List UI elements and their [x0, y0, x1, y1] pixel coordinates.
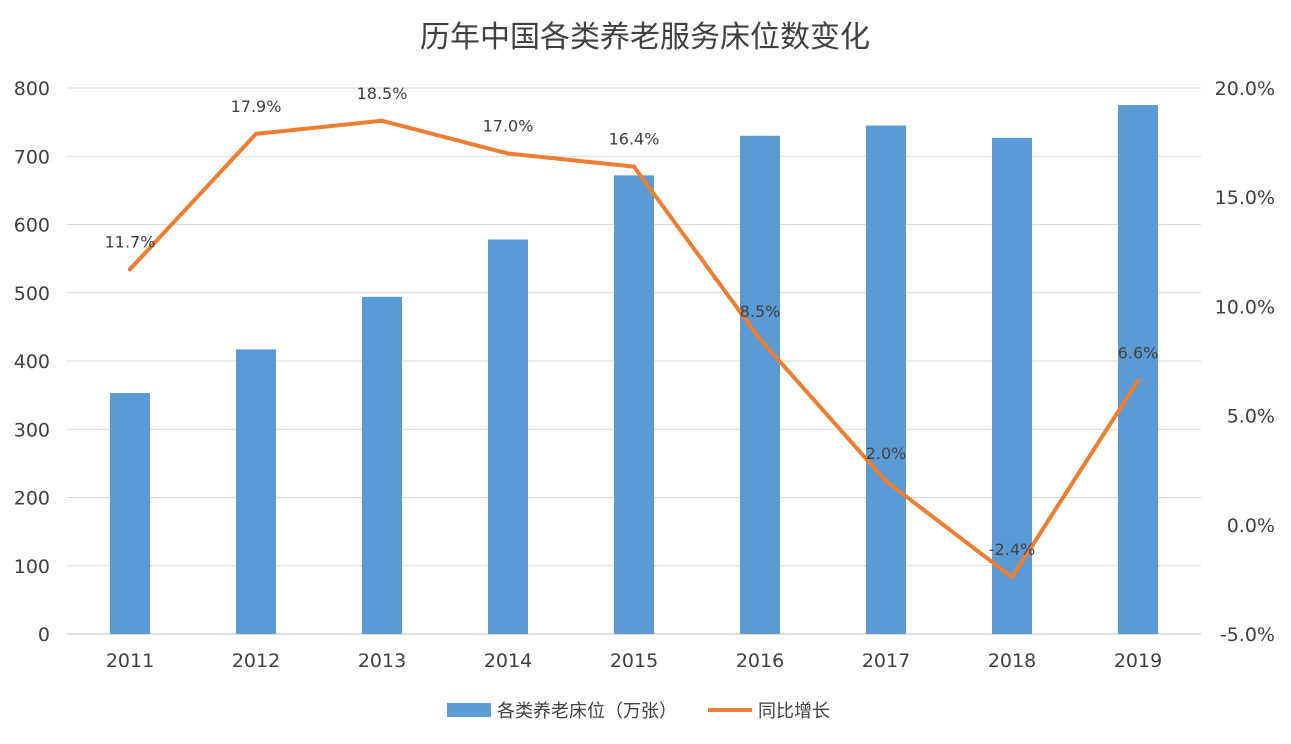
line-point [1136, 378, 1140, 383]
bar-series [110, 105, 1158, 635]
x-tick-label: 2014 [484, 650, 532, 672]
line-point [632, 164, 636, 169]
line-data-label: 2.0% [866, 444, 907, 463]
bar [614, 175, 654, 635]
y-left-tick-label: 500 [14, 283, 50, 305]
y-left-tick-label: 200 [14, 488, 50, 510]
bar [866, 125, 906, 634]
y-left-tick-label: 300 [14, 419, 50, 441]
y-axis-left: 0 100 200 300 400 500 600 700 800 [14, 78, 50, 646]
line-data-label: 8.5% [740, 302, 781, 321]
bar [488, 239, 528, 634]
line-point [758, 337, 762, 342]
y-right-tick-label: 15.0% [1215, 187, 1275, 209]
bar [110, 393, 150, 634]
x-tick-label: 2011 [106, 650, 154, 672]
y-left-tick-label: 0 [38, 624, 50, 646]
bar [236, 349, 276, 634]
x-tick-label: 2013 [358, 650, 406, 672]
x-tick-label: 2015 [610, 650, 658, 672]
data-labels: 11.7% 17.9% 18.5% 17.0% 16.4% 8.5% 2.0% -2.4% 6.… [105, 84, 1159, 559]
line-point [380, 118, 384, 123]
y-left-tick-label: 100 [14, 556, 50, 578]
y-right-tick-label: 0.0% [1227, 515, 1275, 537]
line-point [884, 479, 888, 484]
legend-bar-swatch [447, 703, 491, 717]
line-point [128, 267, 132, 272]
y-left-tick-label: 400 [14, 351, 50, 373]
line-data-label: -2.4% [989, 540, 1035, 559]
x-tick-label: 2018 [988, 650, 1036, 672]
x-tick-label: 2019 [1114, 650, 1162, 672]
line-data-label: 6.6% [1118, 344, 1159, 363]
line-point [254, 131, 258, 136]
legend: 各类养老床位（万张） 同比增长 [447, 701, 830, 722]
y-right-tick-label: -5.0% [1220, 624, 1275, 646]
x-axis: 2011 2012 2013 2014 2015 2016 2017 2018 2019 [106, 650, 1162, 672]
legend-line-label: 同比增长 [758, 701, 830, 722]
line-data-label: 16.4% [609, 130, 660, 149]
x-tick-label: 2016 [736, 650, 784, 672]
y-axis-right: -5.0% 0.0% 5.0% 10.0% 15.0% 20.0% [1215, 78, 1275, 646]
y-right-tick-label: 5.0% [1227, 406, 1275, 428]
line-point [1010, 575, 1014, 580]
bar [362, 296, 402, 634]
y-right-tick-label: 20.0% [1215, 78, 1275, 100]
line-data-label: 17.9% [231, 97, 282, 116]
line-data-label: 18.5% [357, 84, 408, 103]
line-data-label: 11.7% [105, 232, 156, 251]
y-left-tick-label: 700 [14, 146, 50, 168]
legend-bar-label: 各类养老床位（万张） [497, 701, 677, 722]
line-point [506, 151, 510, 156]
y-right-tick-label: 10.0% [1215, 296, 1275, 318]
bar [740, 135, 780, 634]
x-tick-label: 2012 [232, 650, 280, 672]
bar [1118, 105, 1158, 634]
y-left-tick-label: 600 [14, 215, 50, 237]
y-left-tick-label: 800 [14, 78, 50, 100]
line-data-label: 17.0% [483, 117, 534, 136]
line-series [128, 118, 1140, 580]
bar [992, 137, 1032, 634]
x-tick-label: 2017 [862, 650, 910, 672]
chart-title: 历年中国各类养老服务床位数变化 [420, 20, 870, 55]
